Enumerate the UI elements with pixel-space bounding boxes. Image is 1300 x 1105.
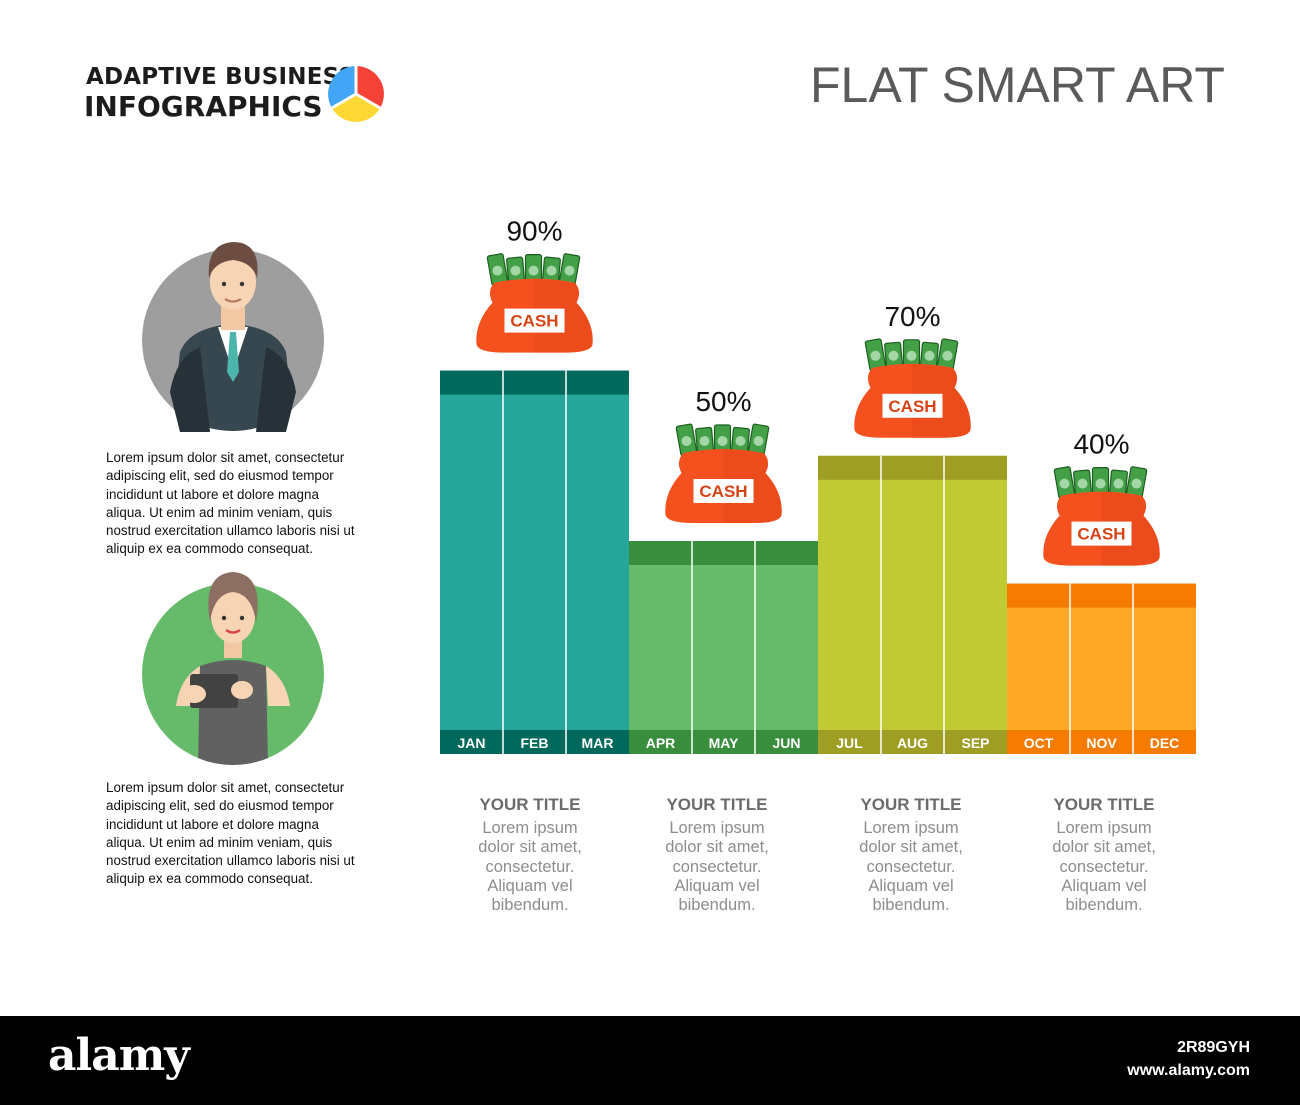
month-label-strip [1007,730,1196,754]
page-title: FLAT SMART ART [810,57,1225,113]
watermark-logo: alamy [48,1030,190,1081]
bar-chart: JAN FEB MAR CASH 90% APR MAY JUN CASH 50% JUL AUG SE… [440,216,1196,754]
businessman-avatar-icon [142,242,324,432]
value-label: 40% [1073,429,1129,460]
bar-lime [818,455,1007,754]
businesswoman-avatar-icon [142,572,324,765]
month-tick-label: NOV [1086,735,1117,751]
caption-title: YOUR TITLE [666,795,768,814]
cash-bag-icon: CASH [665,423,782,523]
brand-line-1: ADAPTIVE BUSINESS [86,64,356,90]
month-tick-label: JUL [836,735,863,751]
bar-orange [1007,583,1196,754]
bar-cap [1007,583,1196,608]
cash-bag-icon: CASH [476,253,593,353]
caption-title: YOUR TITLE [860,795,962,814]
paragraph-text: Lorem ipsum dolor sit amet, consectetur … [106,450,355,557]
month-label-strip [629,730,818,754]
month-tick-label: OCT [1024,735,1054,751]
caption-title: YOUR TITLE [479,795,581,814]
value-label: 50% [695,386,751,417]
caption-text: Lorem ipsum dolor sit amet, consectetur. Al… [478,819,582,915]
brand-line-2: INFOGRAPHICS [84,90,323,123]
month-tick-label: APR [646,735,676,751]
month-tick-label: JAN [457,735,485,751]
cash-bag-icon: CASH [854,338,971,438]
month-tick-label: JUN [772,735,800,751]
month-label-strip [818,730,1007,754]
pie-logo-icon [328,66,384,122]
bar-cap [818,455,1007,480]
bar-green [629,541,818,754]
svg-text:CASH: CASH [888,397,936,416]
bar-cap [440,370,629,395]
svg-text:CASH: CASH [1077,525,1125,544]
bar-cap [629,541,818,565]
month-tick-label: MAR [582,735,614,751]
value-label: 70% [884,301,940,332]
caption-title: YOUR TITLE [1053,795,1155,814]
caption-text: Lorem ipsum dolor sit amet, consectetur. Al… [665,819,769,915]
month-tick-label: AUG [897,735,928,751]
value-label: 90% [506,216,562,247]
month-tick-label: MAY [709,735,739,751]
paragraph-text: Lorem ipsum dolor sit amet, consectetur … [106,780,355,887]
watermark-bar [0,1016,1300,1105]
month-tick-label: SEP [961,735,989,751]
month-tick-label: DEC [1150,735,1180,751]
bar-teal [440,370,629,754]
watermark-url: www.alamy.com [1127,1062,1250,1079]
month-tick-label: FEB [521,735,549,751]
month-label-strip [440,730,629,754]
svg-text:CASH: CASH [510,312,558,331]
caption-text: Lorem ipsum dolor sit amet, consectetur. Al… [859,819,963,915]
watermark-image-id: 2R89GYH [1177,1039,1250,1056]
caption-text: Lorem ipsum dolor sit amet, consectetur. Al… [1052,819,1156,915]
svg-text:CASH: CASH [699,482,747,501]
cash-bag-icon: CASH [1043,466,1160,566]
